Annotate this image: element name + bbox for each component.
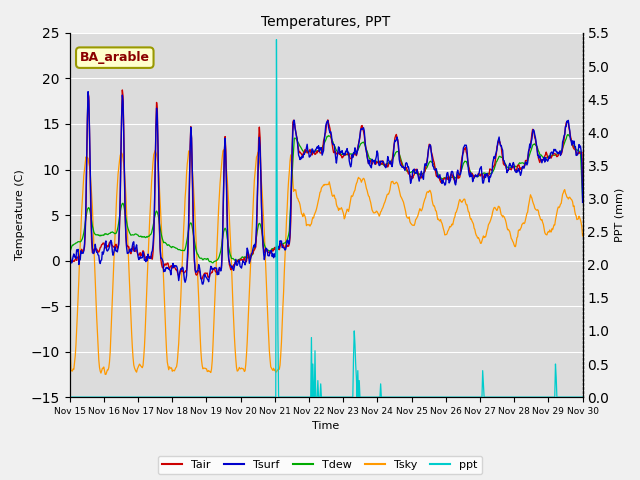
Y-axis label: PPT (mm): PPT (mm) [615,188,625,242]
Legend: Tair, Tsurf, Tdew, Tsky, ppt: Tair, Tsurf, Tdew, Tsky, ppt [158,456,482,474]
Y-axis label: Temperature (C): Temperature (C) [15,169,25,261]
Title: Temperatures, PPT: Temperatures, PPT [261,15,390,29]
Text: BA_arable: BA_arable [80,51,150,64]
X-axis label: Time: Time [312,421,340,432]
